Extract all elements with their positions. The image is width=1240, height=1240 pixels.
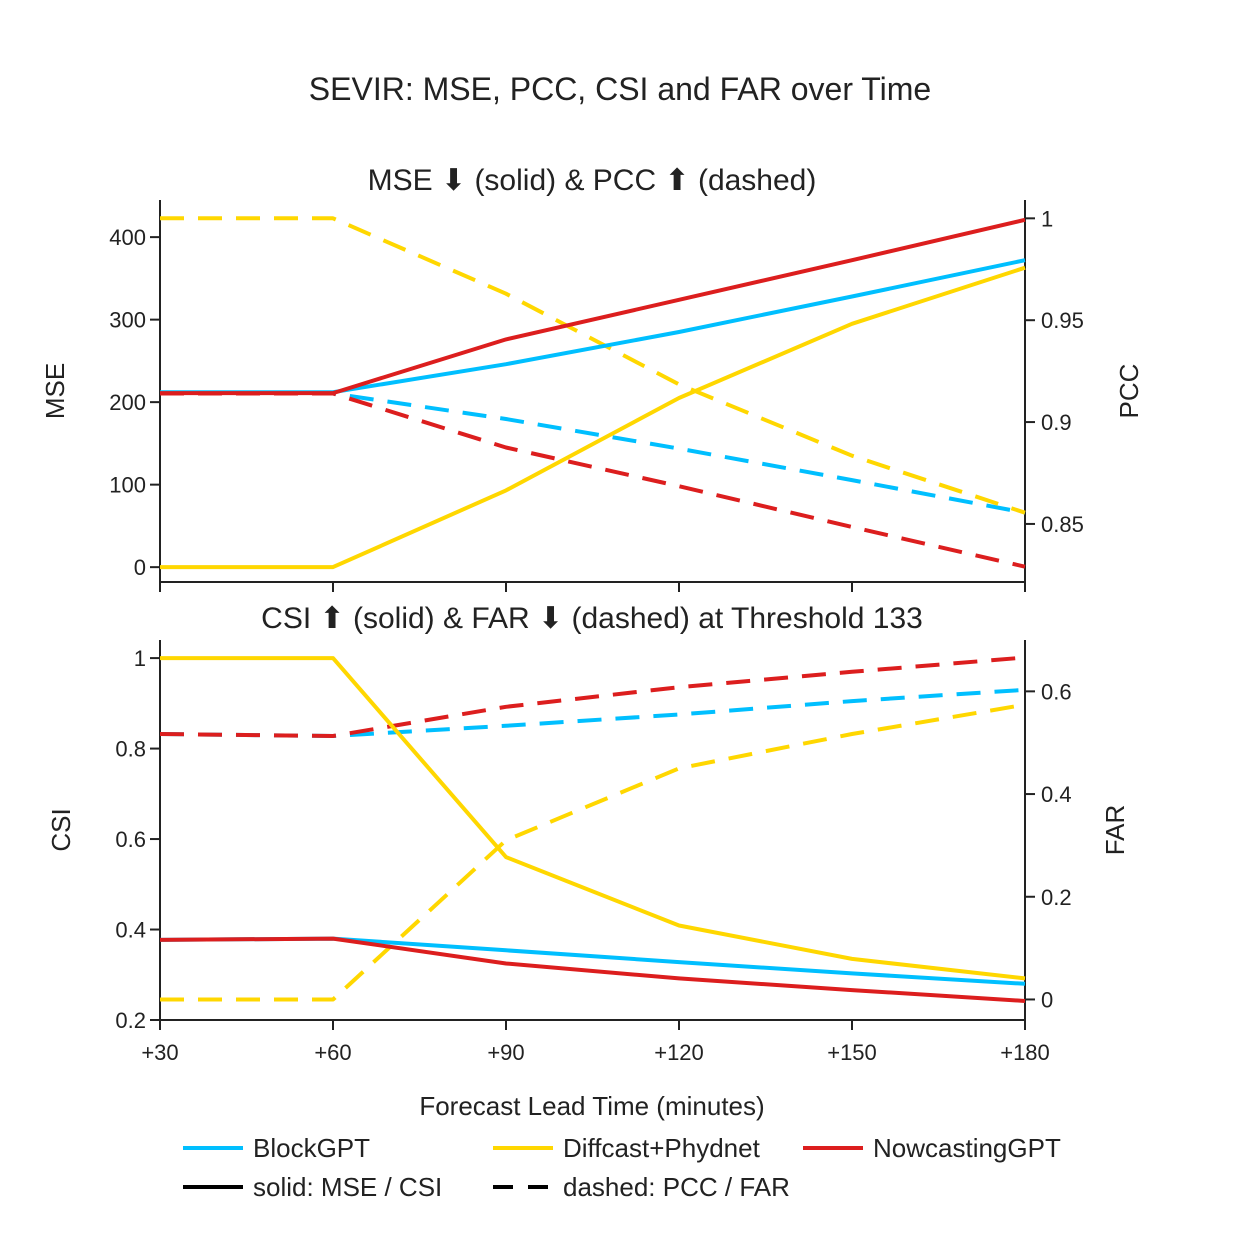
x-axis-label: Forecast Lead Time (minutes) xyxy=(419,1091,764,1121)
nowcastinggpt-mse-line xyxy=(160,217,1026,396)
left-tick-label: 400 xyxy=(109,225,146,250)
nowcastinggpt-csi-line xyxy=(159,936,1026,1003)
right-tick-label: 0.85 xyxy=(1041,512,1084,537)
panel-csi-far: CSI ⬆ (solid) & FAR ⬇ (dashed) at Thresh… xyxy=(46,602,1130,1065)
left-tick-label: 0.6 xyxy=(115,827,146,852)
right-axis-label: PCC xyxy=(1114,364,1144,419)
panel-title: CSI ⬆ (solid) & FAR ⬇ (dashed) at Thresh… xyxy=(261,602,923,635)
nowcastinggpt-pcc-line xyxy=(160,391,1026,569)
blockgpt-far-line xyxy=(159,687,1026,738)
left-axis-label: CSI xyxy=(46,808,76,851)
x-tick-label: +30 xyxy=(141,1040,178,1065)
left-tick-label: 0.4 xyxy=(115,918,146,943)
x-tick-label: +60 xyxy=(314,1040,351,1065)
right-tick-label: 0 xyxy=(1041,987,1053,1012)
right-tick-label: 0.9 xyxy=(1041,410,1072,435)
blockgpt-csi-line xyxy=(159,936,1026,986)
left-tick-label: 100 xyxy=(109,473,146,498)
left-tick-label: 300 xyxy=(109,308,146,333)
panel-title: MSE ⬇ (solid) & PCC ⬆ (dashed) xyxy=(368,164,817,197)
nowcastinggpt-far-line xyxy=(159,655,1026,738)
diffcast-phydnet-csi-line xyxy=(160,656,1026,981)
left-axis-label: MSE xyxy=(40,363,70,419)
x-tick-label: +120 xyxy=(654,1040,704,1065)
blockgpt-pcc-line xyxy=(160,391,1026,515)
panel-mse-pcc: MSE ⬇ (solid) & PCC ⬆ (dashed) 0 100 200 30… xyxy=(40,164,1144,592)
legend-label: solid: MSE / CSI xyxy=(253,1172,442,1202)
diffcast-phydnet-far-line xyxy=(160,702,1026,1002)
left-tick-label: 1 xyxy=(134,646,146,671)
figure-title: SEVIR: MSE, PCC, CSI and FAR over Time xyxy=(309,71,931,107)
legend-label: BlockGPT xyxy=(253,1133,370,1163)
diffcast-phydnet-mse-line xyxy=(160,265,1026,570)
legend-label: dashed: PCC / FAR xyxy=(563,1172,790,1202)
right-tick-label: 1 xyxy=(1041,206,1053,231)
blockgpt-mse-line xyxy=(160,258,1026,395)
legend: BlockGPT Diffcast+Phydnet NowcastingGPT sol… xyxy=(183,1133,1061,1202)
left-tick-label: 0 xyxy=(134,555,146,580)
diffcast-phydnet-pcc-line xyxy=(160,216,1026,515)
right-tick-label: 0.4 xyxy=(1041,782,1072,807)
left-tick-label: 0.2 xyxy=(115,1008,146,1033)
right-tick-label: 0.95 xyxy=(1041,308,1084,333)
right-axis-label: FAR xyxy=(1100,805,1130,856)
legend-label: Diffcast+Phydnet xyxy=(563,1133,761,1163)
right-tick-label: 0.2 xyxy=(1041,885,1072,910)
left-tick-label: 200 xyxy=(109,390,146,415)
left-tick-label: 0.8 xyxy=(115,737,146,762)
right-tick-label: 0.6 xyxy=(1041,679,1072,704)
legend-label: NowcastingGPT xyxy=(873,1133,1061,1163)
x-tick-label: +150 xyxy=(827,1040,877,1065)
x-tick-label: +180 xyxy=(1000,1040,1050,1065)
x-tick-label: +90 xyxy=(487,1040,524,1065)
